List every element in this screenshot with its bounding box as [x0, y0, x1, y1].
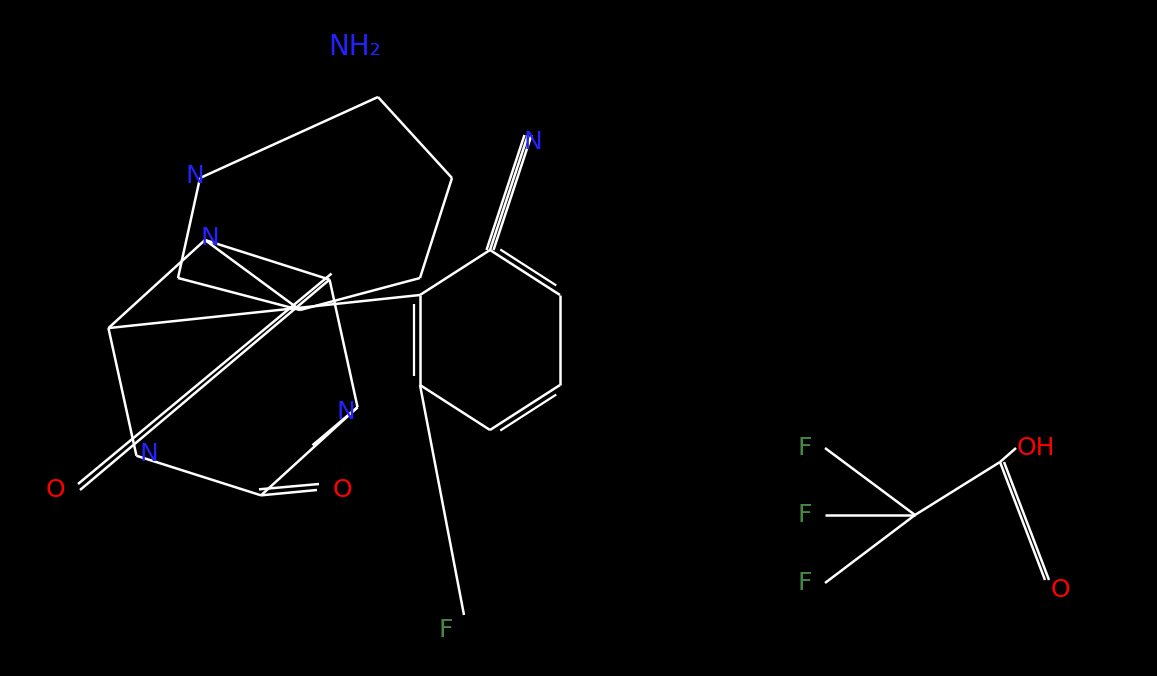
Text: O: O — [332, 478, 352, 502]
Text: F: F — [797, 571, 812, 595]
Text: N: N — [185, 164, 205, 188]
Text: N: N — [200, 226, 220, 250]
Text: N: N — [139, 441, 157, 466]
Text: F: F — [439, 618, 454, 642]
Text: O: O — [1051, 578, 1070, 602]
Text: F: F — [797, 503, 812, 527]
Text: O: O — [45, 478, 65, 502]
Text: N: N — [337, 400, 355, 425]
Text: OH: OH — [1017, 436, 1055, 460]
Text: F: F — [797, 436, 812, 460]
Text: NH₂: NH₂ — [329, 33, 382, 61]
Text: N: N — [524, 130, 543, 154]
